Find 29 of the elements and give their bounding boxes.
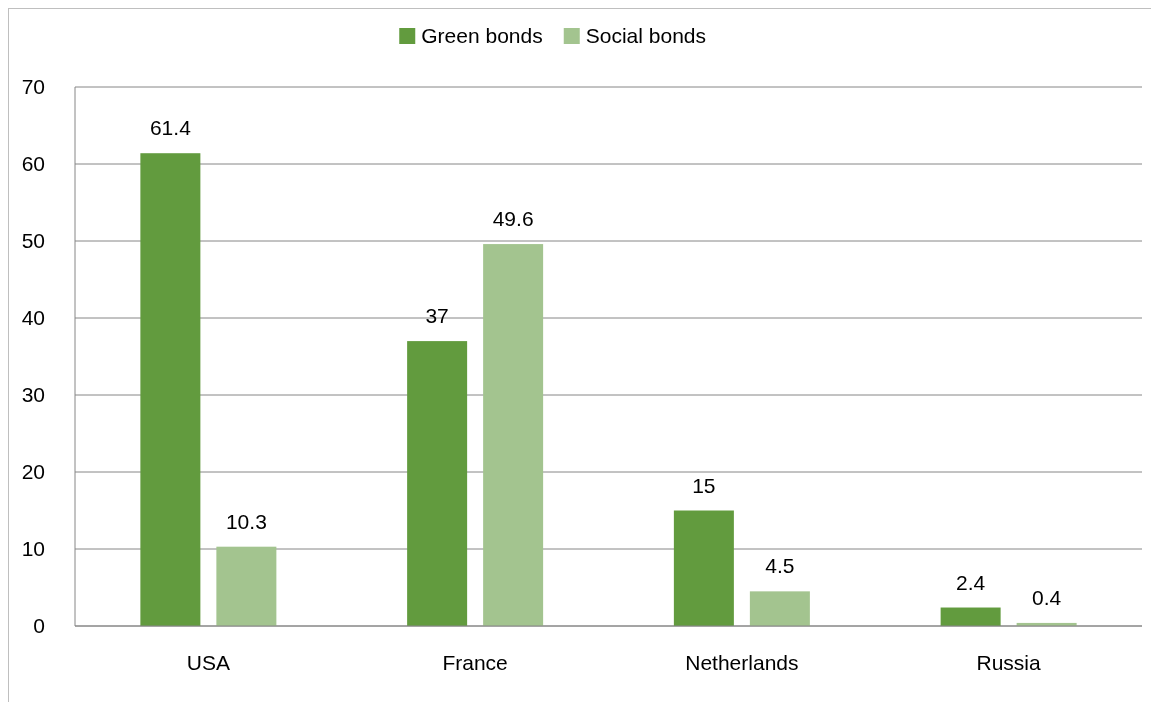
data-label: 4.5 xyxy=(765,554,795,578)
x-tick-label: Russia xyxy=(976,651,1042,674)
data-label: 10.3 xyxy=(225,509,267,533)
bar xyxy=(140,153,201,626)
bar xyxy=(673,510,734,626)
legend-label: Social bonds xyxy=(585,24,706,48)
data-label: 2.4 xyxy=(956,570,986,594)
y-tick-label: 70 xyxy=(21,75,45,99)
legend-label: Green bonds xyxy=(421,24,543,48)
data-label: 37 xyxy=(425,304,449,328)
bar xyxy=(483,244,544,626)
y-tick-label: 40 xyxy=(21,306,45,330)
data-label: 61.4 xyxy=(149,116,192,140)
bar xyxy=(749,591,810,626)
x-tick-label: USA xyxy=(186,651,230,674)
x-tick-label: Netherlands xyxy=(685,651,799,674)
y-tick-label: 60 xyxy=(21,152,45,176)
y-tick-label: 50 xyxy=(21,229,45,253)
data-label: 49.6 xyxy=(492,207,534,231)
bar xyxy=(407,341,468,626)
y-tick-label: 0 xyxy=(33,614,45,638)
bar xyxy=(940,607,1001,626)
x-tick-label: France xyxy=(442,651,508,674)
y-tick-label: 30 xyxy=(21,383,45,407)
y-tick-label: 10 xyxy=(21,537,45,561)
data-label: 15 xyxy=(692,473,716,497)
bar xyxy=(216,546,277,626)
data-label: 0.4 xyxy=(1032,585,1062,609)
y-tick-label: 20 xyxy=(21,460,45,484)
